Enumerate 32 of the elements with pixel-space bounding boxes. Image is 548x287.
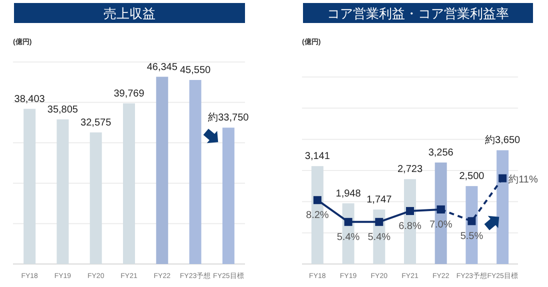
point [436, 205, 445, 214]
bar [189, 80, 202, 264]
data-label: 2,723 [397, 164, 423, 176]
data-label: 約11% [508, 174, 538, 186]
chart-title: コア営業利益・コア営業利益率 [327, 6, 509, 21]
data-label: 2,500 [459, 171, 485, 182]
bar [496, 150, 509, 264]
data-label: 3,141 [304, 151, 330, 162]
chart-title: 売上収益 [104, 6, 156, 21]
bar [222, 128, 234, 264]
data-label: 約33,750 [208, 112, 250, 124]
data-label: 約3,650 [485, 135, 521, 146]
data-label: 38,403 [14, 94, 46, 105]
data-label: 8.2% [306, 210, 329, 222]
bar [156, 76, 168, 264]
data-label: 1,747 [366, 194, 392, 206]
data-label: 46,345 [146, 62, 178, 73]
data-label: 3,256 [428, 148, 454, 159]
data-label: 1,948 [336, 188, 362, 200]
point [313, 196, 322, 204]
data-label: 32,575 [80, 117, 112, 128]
point [344, 218, 352, 226]
data-label: 5.4% [368, 232, 391, 243]
data-label: 6.8% [398, 221, 422, 232]
data-label: 5.4% [336, 232, 360, 243]
point [406, 207, 414, 216]
data-label: 45,550 [180, 64, 212, 76]
data-label: 39,769 [114, 88, 145, 100]
data-label: 35,805 [47, 104, 78, 116]
point [375, 218, 384, 226]
point [468, 217, 476, 226]
point [498, 174, 507, 182]
